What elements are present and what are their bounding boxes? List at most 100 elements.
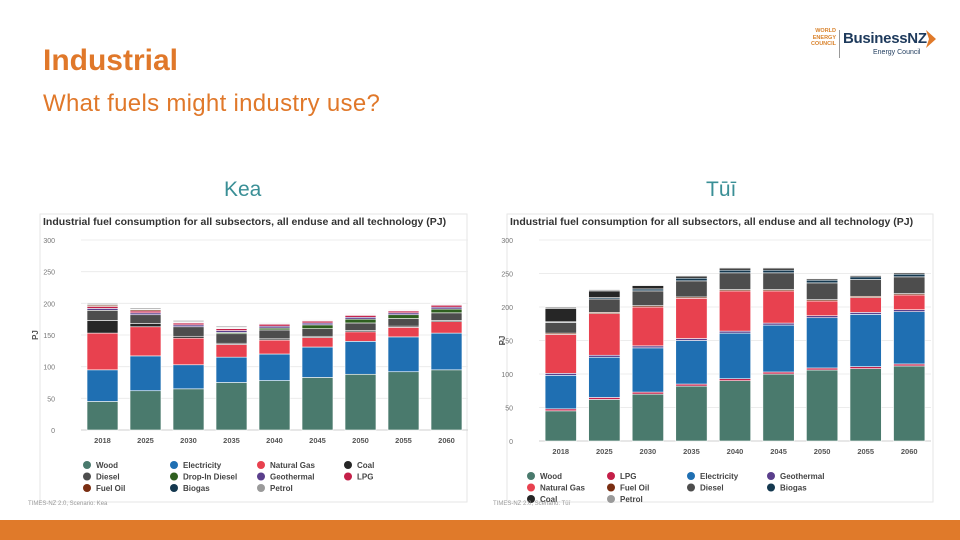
bar-segment [806, 277, 839, 280]
bar-segment [849, 314, 882, 367]
businessnz-logo: WORLD ENERGY COUNCIL BusinessNZ Energy C… [804, 28, 944, 62]
bar-segment [849, 274, 882, 276]
x-tick-label: 2055 [857, 447, 874, 456]
bar-segment [893, 363, 926, 367]
slide-title: Industrial [43, 44, 179, 77]
legend-label: Diesel [700, 484, 724, 493]
legend-marker [257, 484, 265, 492]
legend-label: Wood [540, 472, 562, 481]
bar-segment [675, 280, 708, 298]
bar-segment [588, 356, 621, 398]
legend-marker [767, 483, 775, 492]
bar-segment [849, 276, 882, 280]
legend-label: Natural Gas [270, 461, 315, 470]
bar-segment [387, 336, 420, 373]
legend-label: Petrol [270, 484, 293, 493]
legend-label: Geothermal [780, 472, 824, 481]
y-tick-label: 100 [501, 372, 513, 379]
bar-segment [544, 375, 577, 410]
bar-segment [806, 300, 839, 317]
bar-segment [588, 298, 621, 313]
bar-segment [588, 289, 621, 292]
x-tick-label: 2050 [352, 436, 369, 445]
bar-segment [588, 399, 621, 442]
legend-label: LPG [357, 473, 373, 482]
bar-segment [893, 365, 926, 442]
bar-segment [893, 276, 926, 294]
x-tick-label: 2040 [266, 436, 283, 445]
bar-segment [86, 303, 119, 305]
footer-bar [0, 520, 960, 540]
legend-marker [607, 495, 615, 503]
legend-marker [687, 472, 695, 480]
legend-marker [767, 472, 775, 480]
bar-segment [172, 388, 205, 431]
x-tick-label: 2025 [137, 436, 154, 445]
bar-segment [762, 322, 795, 326]
legend-marker [257, 472, 265, 481]
bar-segment [544, 373, 577, 376]
bar-segment [675, 275, 708, 279]
x-tick-label: 2045 [770, 447, 787, 456]
bar-segment [129, 355, 162, 392]
bar-segment [719, 267, 751, 271]
bar-segment [806, 282, 839, 300]
y-tick-label: 150 [501, 339, 513, 346]
x-tick-label: 2040 [727, 447, 744, 456]
bar-segment [344, 341, 377, 375]
x-tick-label: 2018 [94, 436, 111, 445]
x-tick-label: 2030 [640, 447, 657, 456]
bar-segment [544, 322, 577, 334]
legend-label: Fuel Oil [96, 484, 125, 493]
bar-segment [215, 325, 248, 328]
bar-segment [631, 345, 664, 349]
bar-segment [806, 279, 839, 284]
slide-subtitle: What fuels might industry use? [43, 90, 381, 117]
y-tick-label: 200 [43, 301, 55, 308]
bar-segment [675, 383, 708, 387]
bar-segment [129, 390, 162, 431]
legend-label: Drop-In Diesel [183, 473, 237, 482]
chart-tui: Industrial fuel consumption for all subs… [493, 213, 934, 507]
bar-segment [806, 369, 839, 442]
bar-segment [762, 324, 795, 373]
bar-segment [849, 279, 882, 297]
bar-segment [258, 353, 291, 381]
y-tick-label: 300 [43, 238, 55, 245]
bar-segment [258, 322, 291, 324]
bar-segment [430, 369, 463, 431]
x-tick-label: 2035 [683, 447, 700, 456]
bar-segment [762, 267, 795, 269]
legend-marker [170, 484, 178, 492]
bar-segment [258, 380, 291, 431]
legend-marker [527, 483, 535, 492]
bar-segment [344, 313, 377, 315]
bar-segment [762, 272, 795, 290]
bar-segment [544, 334, 577, 374]
logo-divider [839, 30, 840, 58]
bar-segment [719, 378, 751, 382]
bar-segment [387, 308, 420, 310]
bar-segment [719, 330, 751, 334]
x-tick-label: 2018 [552, 447, 569, 456]
chart-kea: Industrial fuel consumption for all subs… [28, 213, 468, 507]
legend-label: Biogas [183, 484, 210, 493]
bar-segment [762, 269, 795, 274]
y-tick-label: 100 [43, 365, 55, 372]
bar-segment [387, 371, 420, 431]
bar-segment [430, 332, 463, 371]
bar-segment [631, 284, 664, 286]
bar-segment [631, 393, 664, 442]
bar-segment [849, 297, 882, 313]
bar-segment [806, 317, 839, 369]
logo-brand: BusinessNZ [843, 30, 927, 47]
legend-marker [257, 461, 265, 469]
bar-segment [86, 369, 119, 402]
legend-label: Coal [357, 461, 374, 470]
bar-segment [588, 313, 621, 356]
bar-segment [762, 290, 795, 324]
y-axis-label: PJ [498, 336, 507, 346]
legend-label: Electricity [700, 472, 739, 481]
x-tick-label: 2055 [395, 436, 412, 445]
bar-segment [86, 401, 119, 431]
